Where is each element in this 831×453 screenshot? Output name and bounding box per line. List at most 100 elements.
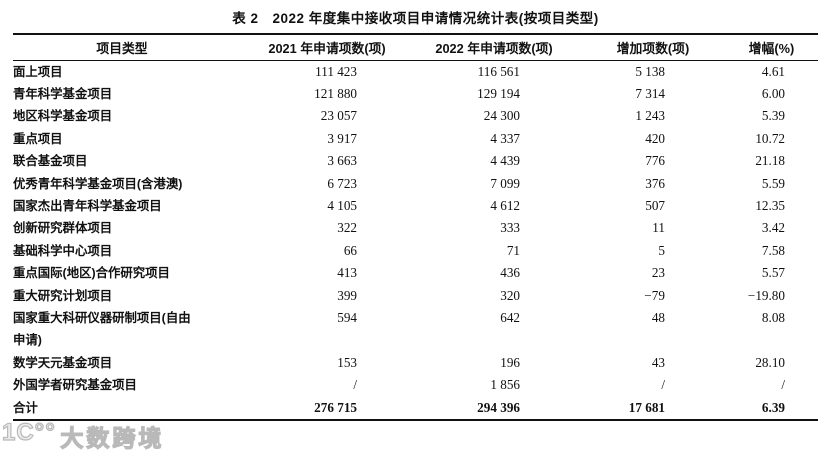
row-value: 294 396 bbox=[477, 399, 520, 415]
row-label: 联合基金项目 bbox=[13, 154, 88, 169]
table-row: 国家重大科研仪器研制项目(自由 申请) 594 642 48 8.08 bbox=[13, 307, 818, 352]
row-value: 413 bbox=[337, 265, 357, 281]
table-row: 国家杰出青年科学基金项目 4 105 4 612 507 12.35 bbox=[13, 195, 818, 217]
row-value: 399 bbox=[337, 287, 357, 303]
row-value: / bbox=[353, 377, 357, 393]
row-value: −19.80 bbox=[747, 287, 785, 303]
row-label: 地区科学基金项目 bbox=[13, 109, 113, 124]
column-header-4: 增加项数(项) bbox=[616, 40, 690, 56]
row-value: 7 314 bbox=[635, 85, 665, 101]
row-label: 基础科学中心项目 bbox=[13, 243, 113, 258]
row-value: 507 bbox=[645, 197, 665, 213]
row-value: 4.61 bbox=[761, 63, 785, 79]
row-value: 7.58 bbox=[761, 242, 785, 258]
row-value: 111 423 bbox=[315, 63, 357, 79]
row-value: 4 337 bbox=[490, 130, 520, 146]
row-value: 21.18 bbox=[755, 153, 785, 169]
row-value: 420 bbox=[645, 130, 665, 146]
row-value: 23 bbox=[651, 265, 665, 281]
row-value: 24 300 bbox=[483, 108, 520, 124]
watermark-logo-icon: 1C°° bbox=[1, 418, 56, 446]
row-value: / bbox=[781, 377, 785, 393]
row-value: / bbox=[661, 377, 665, 393]
row-value: 48 bbox=[651, 309, 665, 325]
row-value: 6.00 bbox=[761, 85, 785, 101]
row-value: 1 856 bbox=[490, 377, 520, 393]
row-value: 8.08 bbox=[761, 309, 785, 325]
table-title: 表 2 2022 年度集中接收项目申请情况统计表(按项目类型) bbox=[232, 11, 599, 26]
row-value: 320 bbox=[500, 287, 520, 303]
row-label: 国家重大科研仪器研制项目(自由 申请) bbox=[13, 310, 191, 348]
row-value: 17 681 bbox=[628, 399, 665, 415]
row-value: 4 105 bbox=[327, 197, 357, 213]
row-value: 7 099 bbox=[490, 175, 520, 191]
row-value: 3 663 bbox=[327, 153, 357, 169]
row-value: 3 917 bbox=[327, 130, 357, 146]
row-label: 外国学者研究基金项目 bbox=[13, 378, 137, 393]
row-label: 面上项目 bbox=[13, 64, 63, 79]
row-value: 28.10 bbox=[755, 354, 785, 370]
row-label: 国家杰出青年科学基金项目 bbox=[13, 198, 162, 213]
row-value: 43 bbox=[651, 354, 665, 370]
row-value: 71 bbox=[506, 242, 520, 258]
row-value: 6.39 bbox=[761, 399, 785, 415]
row-value: 12.35 bbox=[755, 197, 785, 213]
row-value: 10.72 bbox=[755, 130, 785, 146]
table-row: 基础科学中心项目 66 71 5 7.58 bbox=[13, 240, 818, 262]
table-row: 地区科学基金项目 23 057 24 300 1 243 5.39 bbox=[13, 105, 818, 127]
row-label: 重大研究计划项目 bbox=[13, 288, 113, 303]
row-label: 重点国际(地区)合作研究项目 bbox=[13, 266, 170, 281]
row-label: 重点项目 bbox=[13, 131, 63, 146]
table-row: 重点项目 3 917 4 337 420 10.72 bbox=[13, 128, 818, 150]
row-value: 5.59 bbox=[761, 175, 785, 191]
row-value: 436 bbox=[500, 265, 520, 281]
watermark-text: 大数跨境 bbox=[60, 424, 165, 451]
row-label: 青年科学基金项目 bbox=[13, 86, 113, 101]
statistics-table: 项目类型 2021 年申请项数(项) 2022 年申请项数(项) 增加项数(项) 增幅(… bbox=[13, 33, 818, 421]
row-value: 5 bbox=[658, 242, 665, 258]
row-value: 116 561 bbox=[477, 63, 520, 79]
row-value: 66 bbox=[343, 242, 357, 258]
row-value: 129 194 bbox=[477, 85, 520, 101]
table-row: 重大研究计划项目 399 320 −79 −19.80 bbox=[13, 285, 818, 307]
row-value: 4 612 bbox=[490, 197, 520, 213]
row-label: 优秀青年科学基金项目(含港澳) bbox=[13, 176, 183, 191]
row-value: 376 bbox=[645, 175, 665, 191]
row-value: 1 243 bbox=[635, 108, 665, 124]
row-value: 121 880 bbox=[314, 85, 357, 101]
row-value: 776 bbox=[645, 153, 665, 169]
row-value: 322 bbox=[337, 220, 357, 236]
row-value: 5.39 bbox=[761, 108, 785, 124]
row-value: 196 bbox=[500, 354, 520, 370]
column-header-5: 增幅(%) bbox=[748, 40, 795, 56]
row-label: 创新研究群体项目 bbox=[13, 221, 113, 236]
row-value: 6 723 bbox=[327, 175, 357, 191]
header-row: 项目类型 2021 年申请项数(项) 2022 年申请项数(项) 增加项数(项) 增幅(… bbox=[13, 34, 818, 60]
column-header-2: 2021 年申请项数(项) bbox=[268, 40, 386, 56]
row-value: 333 bbox=[500, 220, 520, 236]
table-row: 青年科学基金项目 121 880 129 194 7 314 6.00 bbox=[13, 83, 818, 105]
row-value: 642 bbox=[500, 309, 520, 325]
row-value: 4 439 bbox=[490, 153, 520, 169]
row-value: 23 057 bbox=[320, 108, 357, 124]
row-value: 594 bbox=[337, 309, 357, 325]
table-row: 面上项目 111 423 116 561 5 138 4.61 bbox=[13, 60, 818, 83]
column-header-1: 项目类型 bbox=[96, 40, 148, 56]
table-row: 重点国际(地区)合作研究项目 413 436 23 5.57 bbox=[13, 262, 818, 284]
row-label: 合计 bbox=[13, 400, 38, 415]
table-row: 优秀青年科学基金项目(含港澳) 6 723 7 099 376 5.59 bbox=[13, 173, 818, 195]
total-row: 合计 276 715 294 396 17 681 6.39 bbox=[13, 397, 818, 420]
table-row: 数学天元基金项目 153 196 43 28.10 bbox=[13, 352, 818, 374]
table-row: 外国学者研究基金项目 / 1 856 / / bbox=[13, 374, 818, 396]
row-value: 5.57 bbox=[761, 265, 785, 281]
row-value: 276 715 bbox=[314, 399, 357, 415]
table-row: 创新研究群体项目 322 333 11 3.42 bbox=[13, 217, 818, 239]
table-body: 面上项目 111 423 116 561 5 138 4.61 青年科学基金项目 121 8… bbox=[13, 60, 818, 420]
row-value: −79 bbox=[644, 287, 665, 303]
row-value: 153 bbox=[337, 354, 357, 370]
row-value: 3.42 bbox=[761, 220, 785, 236]
table-row: 联合基金项目 3 663 4 439 776 21.18 bbox=[13, 150, 818, 172]
column-header-3: 2022 年申请项数(项) bbox=[435, 40, 553, 56]
row-value: 5 138 bbox=[635, 63, 665, 79]
row-label: 数学天元基金项目 bbox=[13, 355, 113, 370]
